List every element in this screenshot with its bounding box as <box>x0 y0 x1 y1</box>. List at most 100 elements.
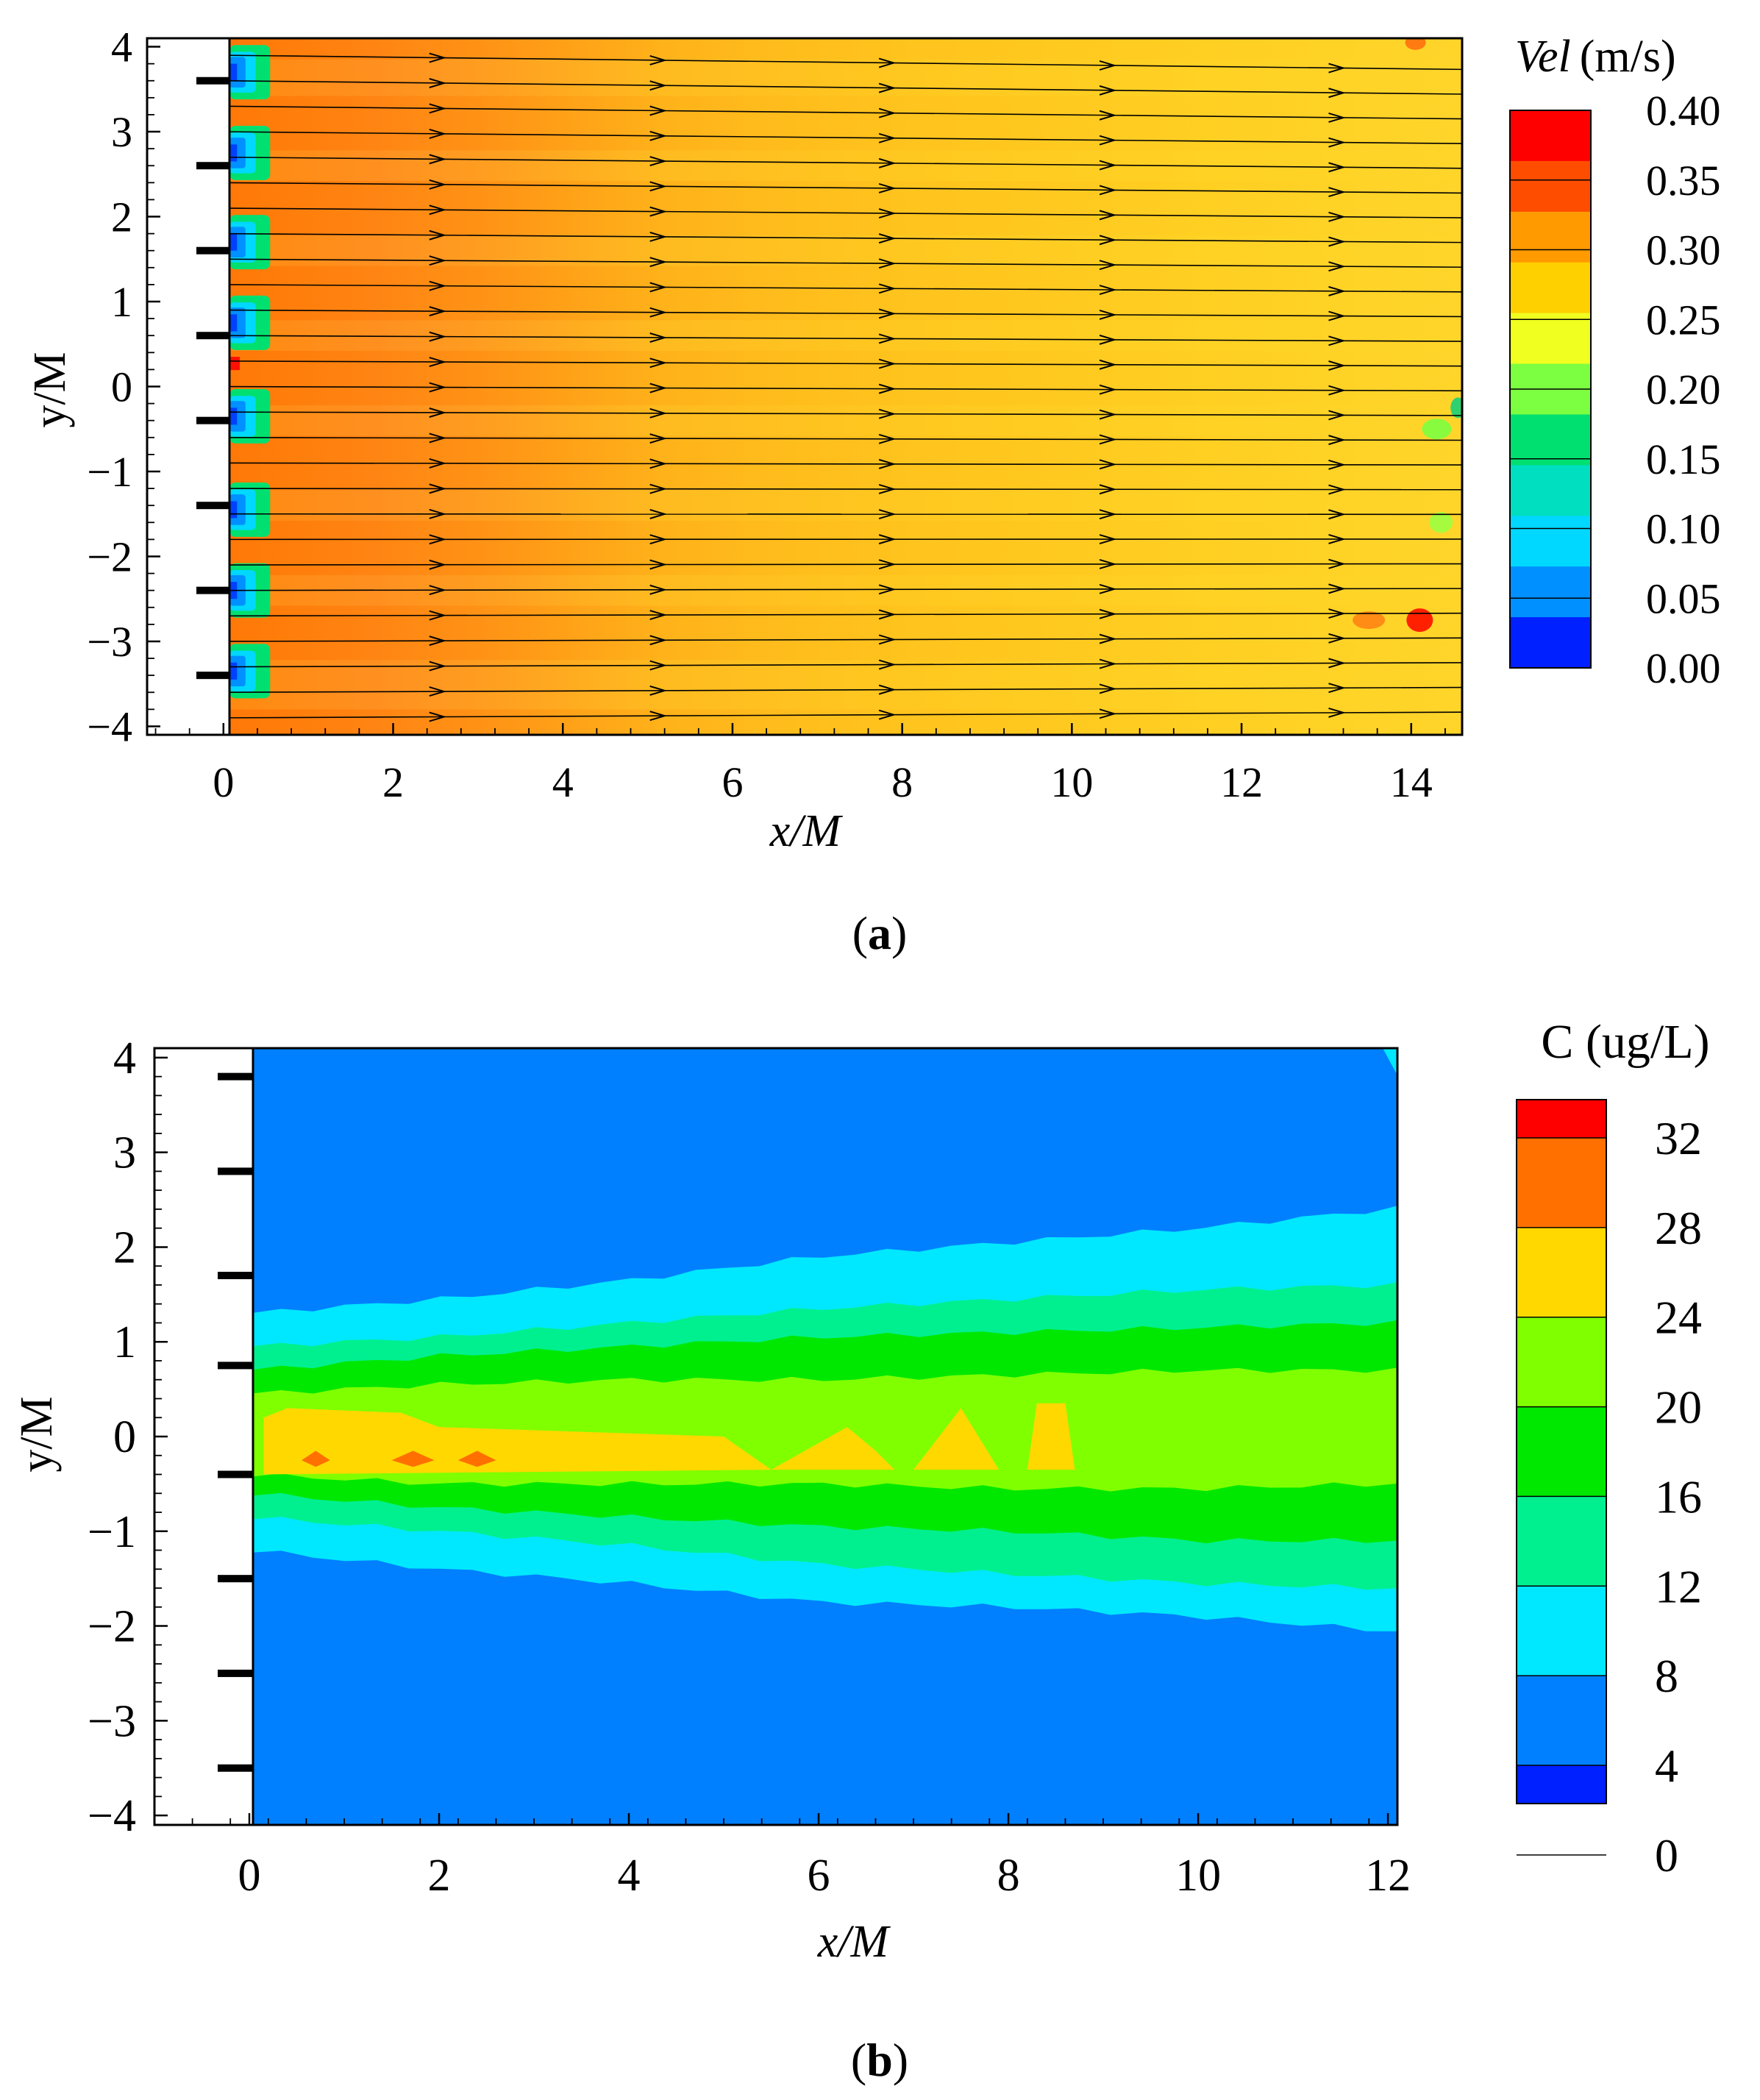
colorbar-label: 32 <box>1655 1112 1702 1164</box>
streamline-arrow <box>1099 185 1117 196</box>
streamline-arrow <box>429 458 447 469</box>
colorbar-swatch <box>1510 414 1591 466</box>
plume-core-28 <box>457 1451 496 1467</box>
colorbar-label: 0.10 <box>1646 505 1721 553</box>
streamline-arrow <box>649 181 668 192</box>
streamline-arrow <box>649 307 668 318</box>
streamline-arrow <box>649 357 668 369</box>
grid-bar <box>196 332 229 340</box>
streamline-arrow <box>878 82 897 93</box>
x-tick-label: 8 <box>997 1851 1020 1901</box>
x-tick-label: 12 <box>1220 758 1263 806</box>
streamline-arrow <box>878 233 897 244</box>
y-tick-label: 3 <box>113 1128 136 1178</box>
panel-a-letter: a <box>868 907 891 959</box>
streamline-arrow <box>429 128 447 139</box>
streamline-arrow <box>878 107 897 118</box>
streamline-arrow <box>878 283 897 294</box>
streamline-arrow <box>878 408 897 419</box>
streamline-arrow <box>1328 683 1346 694</box>
streamline-arrow <box>878 358 897 369</box>
streamline <box>229 513 1462 516</box>
streamline <box>229 437 1462 441</box>
streamline-arrow <box>1099 708 1117 719</box>
streamline-arrow <box>878 433 897 444</box>
grid-bar <box>196 416 229 424</box>
streamline-arrow <box>429 433 447 444</box>
streamline-arrow <box>1328 335 1346 346</box>
x-tick-label: 10 <box>1175 1851 1221 1901</box>
streamlines <box>229 52 1462 722</box>
streamline-arrow <box>1328 658 1346 669</box>
x-tick-label: 0 <box>238 1851 261 1901</box>
streamline-arrow <box>878 383 897 394</box>
colorbar-swatch <box>1517 1406 1606 1497</box>
colorbar-label: 0 <box>1655 1829 1678 1882</box>
y-tick-label: 1 <box>113 1317 136 1367</box>
wake-cell-core <box>229 144 238 162</box>
colorbar-label: 0.20 <box>1646 366 1721 413</box>
streamline-arrow <box>1099 658 1117 669</box>
colorbar-swatch <box>1510 160 1591 213</box>
streamline-arrow <box>429 280 447 291</box>
streamline-arrow <box>1328 112 1346 123</box>
streamline <box>229 156 1462 169</box>
streamline-arrow <box>429 686 447 697</box>
colorbar-label: 0.25 <box>1646 296 1721 344</box>
plume-core-24 <box>263 1408 772 1475</box>
grid-bar <box>196 672 229 680</box>
streamline-arrow <box>878 609 897 620</box>
streamline-arrow <box>1099 583 1117 594</box>
concentration-colorbar-title: C (ug/L) <box>1541 1015 1709 1069</box>
warm-spot <box>1405 38 1426 50</box>
streamline-arrow <box>1099 534 1117 545</box>
streamline-arrow <box>1099 484 1117 495</box>
streamline-arrow <box>1099 459 1117 470</box>
streamline-arrow <box>429 204 447 216</box>
streamline <box>229 232 1462 243</box>
streamline-arrow <box>1099 608 1117 619</box>
streamline-arrow <box>429 331 447 342</box>
streamline-arrow <box>649 584 668 595</box>
streamline-arrow <box>649 711 668 722</box>
grid-bar <box>196 246 229 255</box>
streamline <box>229 105 1462 120</box>
streamline <box>229 207 1462 218</box>
y-tick-label: 3 <box>111 108 132 156</box>
x-tick-label: 6 <box>808 1851 830 1901</box>
plume-core-24 <box>913 1408 1000 1470</box>
x-tick-label: 12 <box>1365 1851 1411 1901</box>
velocity-field <box>229 38 1462 735</box>
streamline <box>229 411 1462 416</box>
colorbar-label: 0.40 <box>1646 87 1721 135</box>
jet-band <box>229 350 1462 405</box>
y-tick-label: −3 <box>87 618 132 666</box>
streamline-arrow <box>429 407 447 418</box>
streamline-arrow <box>878 509 897 520</box>
streamline-arrow <box>649 610 668 620</box>
streamline <box>229 284 1462 293</box>
x-tick-label: 2 <box>428 1851 451 1901</box>
colorbar-swatch <box>1517 1227 1606 1318</box>
jet-band <box>229 181 1462 235</box>
streamline <box>229 711 1462 719</box>
grid-bar <box>196 586 229 594</box>
colorbar-swatch <box>1510 516 1591 567</box>
grid-bar <box>218 1470 253 1478</box>
streamline-arrow <box>649 407 668 419</box>
streamline <box>229 360 1462 367</box>
streamline-arrow <box>878 534 897 545</box>
streamline-arrow <box>1099 135 1117 146</box>
y-tick-label: −2 <box>88 1602 136 1652</box>
streamline-arrow <box>649 685 668 696</box>
streamline-arrow <box>878 634 897 645</box>
streamline-arrow <box>429 711 447 722</box>
wake-cell-core <box>229 233 238 251</box>
y-tick-label: −1 <box>87 448 132 496</box>
jet-band <box>229 266 1462 321</box>
streamline-arrow <box>1328 285 1346 296</box>
streamline-arrow <box>1099 85 1117 96</box>
streamline-arrow <box>429 78 447 88</box>
